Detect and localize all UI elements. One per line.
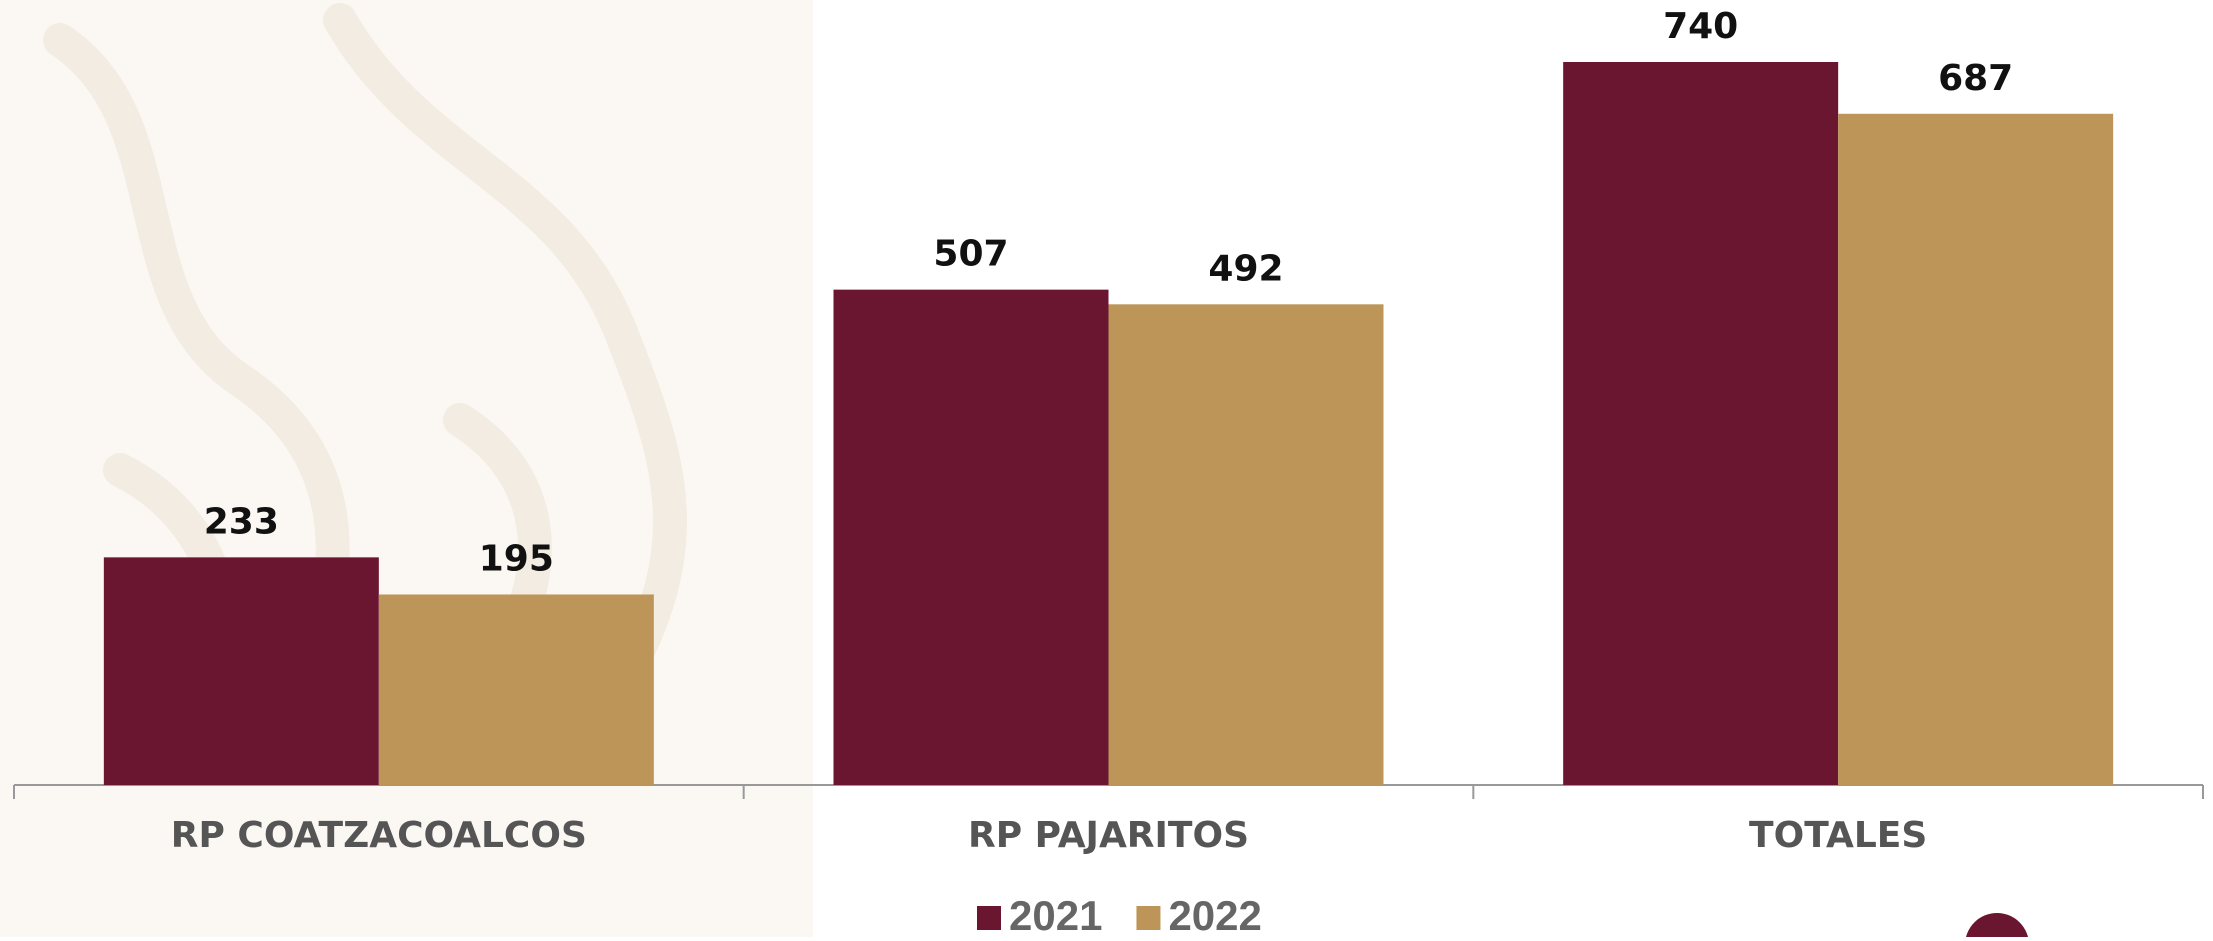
- x-tick-label: RP COATZACOALCOS: [171, 815, 587, 856]
- x-tick-label: RP PAJARITOS: [968, 815, 1249, 856]
- value-label: 507: [933, 234, 1008, 275]
- value-label: 740: [1663, 6, 1738, 47]
- value-label: 687: [1938, 58, 2013, 99]
- bar: [1108, 304, 1384, 785]
- legend-swatch: [1136, 906, 1161, 930]
- legend-label: 2022: [1168, 892, 1261, 937]
- legend-label: 2021: [1009, 892, 1102, 937]
- bar: [833, 289, 1109, 785]
- bar: [1838, 113, 2114, 786]
- value-label: 233: [204, 501, 279, 542]
- x-tick-label: TOTALES: [1749, 815, 1927, 856]
- bar: [103, 557, 379, 785]
- logo-circle: [1965, 913, 2029, 941]
- value-label: 195: [479, 538, 554, 579]
- legend-swatch: [977, 906, 1001, 930]
- bar: [1563, 62, 1839, 785]
- bar: [378, 594, 654, 785]
- value-label: 492: [1208, 248, 1283, 289]
